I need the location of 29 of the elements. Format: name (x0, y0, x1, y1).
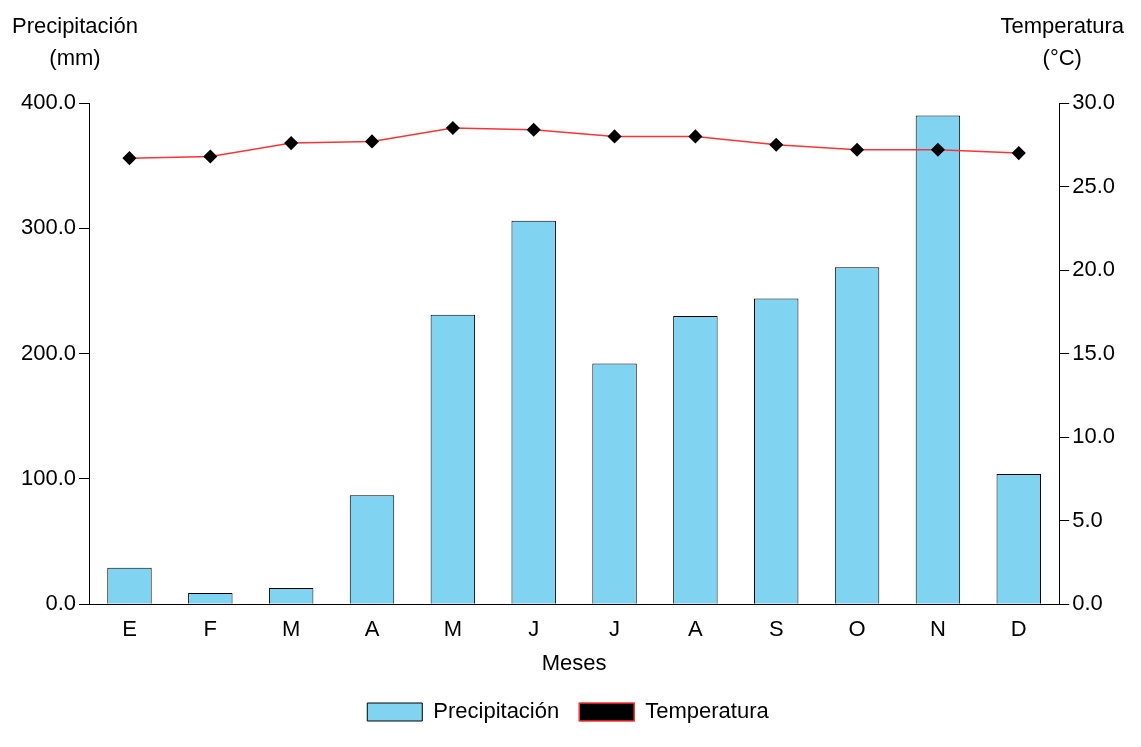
x-tick-label: E (122, 616, 137, 642)
y2-tick-label: 5.0 (1072, 506, 1103, 532)
x-tick-label: J (528, 616, 540, 642)
x-axis-title: Meses (541, 649, 607, 675)
y2-tick-label: 10.0 (1072, 423, 1116, 449)
x-tick-label: F (203, 616, 218, 642)
y2-tick-label: 0.0 (1072, 590, 1103, 616)
x-tick-label: M (282, 616, 301, 642)
x-tick-label: D (1010, 616, 1027, 642)
x-tick-label: O (848, 616, 866, 642)
y2-tick-label: 15.0 (1072, 339, 1116, 365)
x-tick-label: N (929, 616, 946, 642)
y2-axis-title: Temperatura (°C) (1000, 13, 1125, 71)
y2-tick-label: 30.0 (1072, 89, 1116, 115)
x-tick-label: A (364, 616, 380, 642)
x-tick-label: S (768, 616, 784, 642)
y-tick-label: 0.0 (45, 590, 77, 616)
x-tick-label: A (688, 616, 704, 642)
y2-tick-label: 20.0 (1072, 256, 1116, 282)
y-tick-label: 400.0 (20, 89, 77, 115)
legend-label: Temperatura (645, 698, 770, 724)
y2-tick-label: 25.0 (1072, 172, 1116, 198)
legend-label: Precipitación (433, 698, 560, 724)
y-tick-label: 300.0 (20, 214, 77, 240)
x-tick-label: M (443, 616, 463, 642)
y-axis-title: Precipitación (mm) (12, 13, 138, 71)
y-tick-label: 200.0 (20, 339, 77, 365)
y-tick-label: 100.0 (20, 464, 77, 490)
x-tick-label: J (609, 616, 621, 642)
